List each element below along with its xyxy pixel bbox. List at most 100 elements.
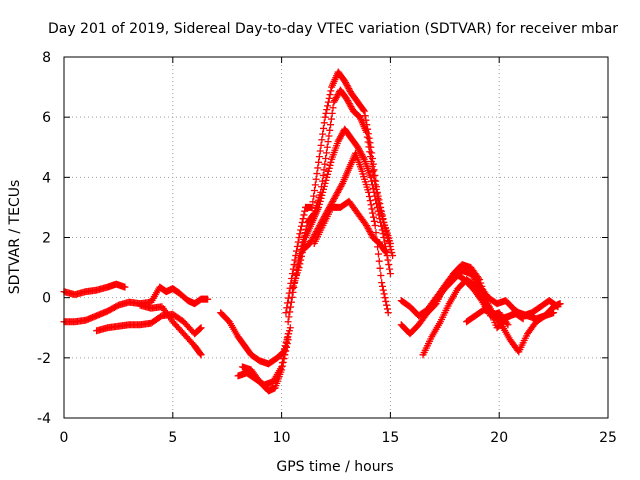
- y-tick-label: -4: [37, 411, 51, 427]
- data-point-marker: [342, 80, 350, 88]
- data-point-marker: [376, 215, 384, 223]
- data-point-marker: [297, 252, 305, 260]
- data-point-marker: [296, 260, 304, 268]
- data-point-marker: [370, 217, 378, 225]
- data-point-marker: [329, 197, 337, 205]
- data-point-marker: [310, 192, 318, 200]
- data-point-marker: [317, 141, 325, 149]
- x-axis-label: GPS time / hours: [276, 459, 393, 475]
- data-point-marker: [287, 303, 295, 311]
- data-point-marker: [334, 187, 342, 195]
- data-point-marker: [373, 200, 381, 208]
- data-point-marker: [195, 325, 203, 333]
- data-point-marker: [365, 143, 373, 151]
- series-track-7: [238, 336, 292, 395]
- data-point-marker: [314, 164, 322, 172]
- data-point-marker: [372, 196, 380, 204]
- data-point-marker: [335, 136, 343, 144]
- data-point-marker: [368, 177, 376, 185]
- data-point-marker: [359, 152, 367, 160]
- data-point-marker: [378, 226, 386, 234]
- data-point-marker: [336, 184, 344, 192]
- data-point-marker: [323, 173, 331, 181]
- data-point-marker: [354, 143, 362, 151]
- data-point-marker: [331, 193, 339, 201]
- y-tick-label: -2: [37, 351, 51, 367]
- x-tick-label: 0: [60, 430, 69, 446]
- series-track-17: [426, 270, 512, 329]
- data-point-marker: [386, 270, 394, 278]
- data-point-marker: [319, 185, 327, 193]
- data-point-marker: [342, 79, 350, 87]
- series-track-12: [310, 197, 390, 257]
- data-point-marker: [301, 207, 309, 215]
- data-point-marker: [325, 132, 333, 140]
- data-point-marker: [324, 102, 332, 110]
- data-point-marker: [301, 237, 309, 245]
- series-track-1: [60, 280, 129, 299]
- data-point-marker: [337, 131, 345, 139]
- data-point-marker: [334, 188, 342, 196]
- data-point-marker: [284, 318, 292, 326]
- data-point-marker: [295, 264, 303, 272]
- data-point-marker: [327, 121, 335, 129]
- data-point-marker: [282, 347, 290, 355]
- data-point-marker: [387, 246, 395, 254]
- data-point-marker: [367, 201, 375, 209]
- data-point-marker: [290, 261, 298, 269]
- data-point-marker: [286, 308, 294, 316]
- data-point-marker: [320, 166, 328, 174]
- data-point-marker: [341, 77, 349, 85]
- data-point-marker: [556, 300, 564, 308]
- data-point-marker: [282, 309, 290, 317]
- data-point-marker: [377, 222, 385, 230]
- data-point-marker: [346, 86, 354, 94]
- data-point-marker: [309, 234, 317, 241]
- data-point-marker: [366, 227, 374, 235]
- data-point-marker: [380, 234, 388, 241]
- data-point-marker: [367, 158, 375, 166]
- data-point-marker: [319, 171, 327, 179]
- data-point-marker: [327, 115, 335, 123]
- data-point-marker: [366, 148, 374, 156]
- data-point-marker: [315, 153, 323, 161]
- data-point-marker: [279, 358, 287, 366]
- series-track-4: [136, 301, 205, 359]
- data-point-marker: [312, 175, 320, 183]
- data-point-marker: [319, 188, 327, 196]
- data-point-marker: [286, 324, 294, 332]
- data-point-marker: [327, 87, 335, 95]
- data-point-marker: [318, 136, 326, 144]
- data-point-marker: [285, 313, 293, 321]
- data-point-marker: [121, 283, 129, 291]
- y-tick-label: 6: [42, 110, 51, 126]
- data-point-marker: [325, 94, 333, 102]
- data-point-marker: [331, 97, 339, 105]
- data-point-marker: [365, 193, 373, 201]
- x-tick-label: 20: [490, 430, 508, 446]
- data-point-marker: [376, 264, 384, 272]
- data-point-marker: [365, 188, 373, 196]
- data-point-marker: [316, 147, 324, 155]
- data-point-marker: [381, 294, 389, 302]
- data-point-marker: [284, 330, 292, 338]
- data-point-marker: [313, 170, 321, 178]
- data-point-marker: [319, 124, 327, 132]
- data-point-marker: [380, 290, 388, 298]
- data-point-marker: [368, 181, 376, 189]
- data-point-marker: [337, 133, 345, 141]
- data-point-marker: [288, 270, 296, 278]
- data-point-marker: [381, 238, 389, 246]
- data-point-marker: [288, 293, 296, 301]
- data-point-marker: [329, 104, 337, 112]
- data-point-marker: [326, 91, 334, 99]
- data-point-marker: [308, 203, 316, 211]
- data-point-marker: [311, 181, 319, 189]
- data-point-marker: [285, 327, 293, 335]
- data-point-marker: [356, 148, 364, 156]
- chart-title: Day 201 of 2019, Sidereal Day-to-day VTE…: [48, 21, 618, 37]
- data-point-marker: [343, 95, 351, 103]
- data-point-marker: [336, 134, 344, 142]
